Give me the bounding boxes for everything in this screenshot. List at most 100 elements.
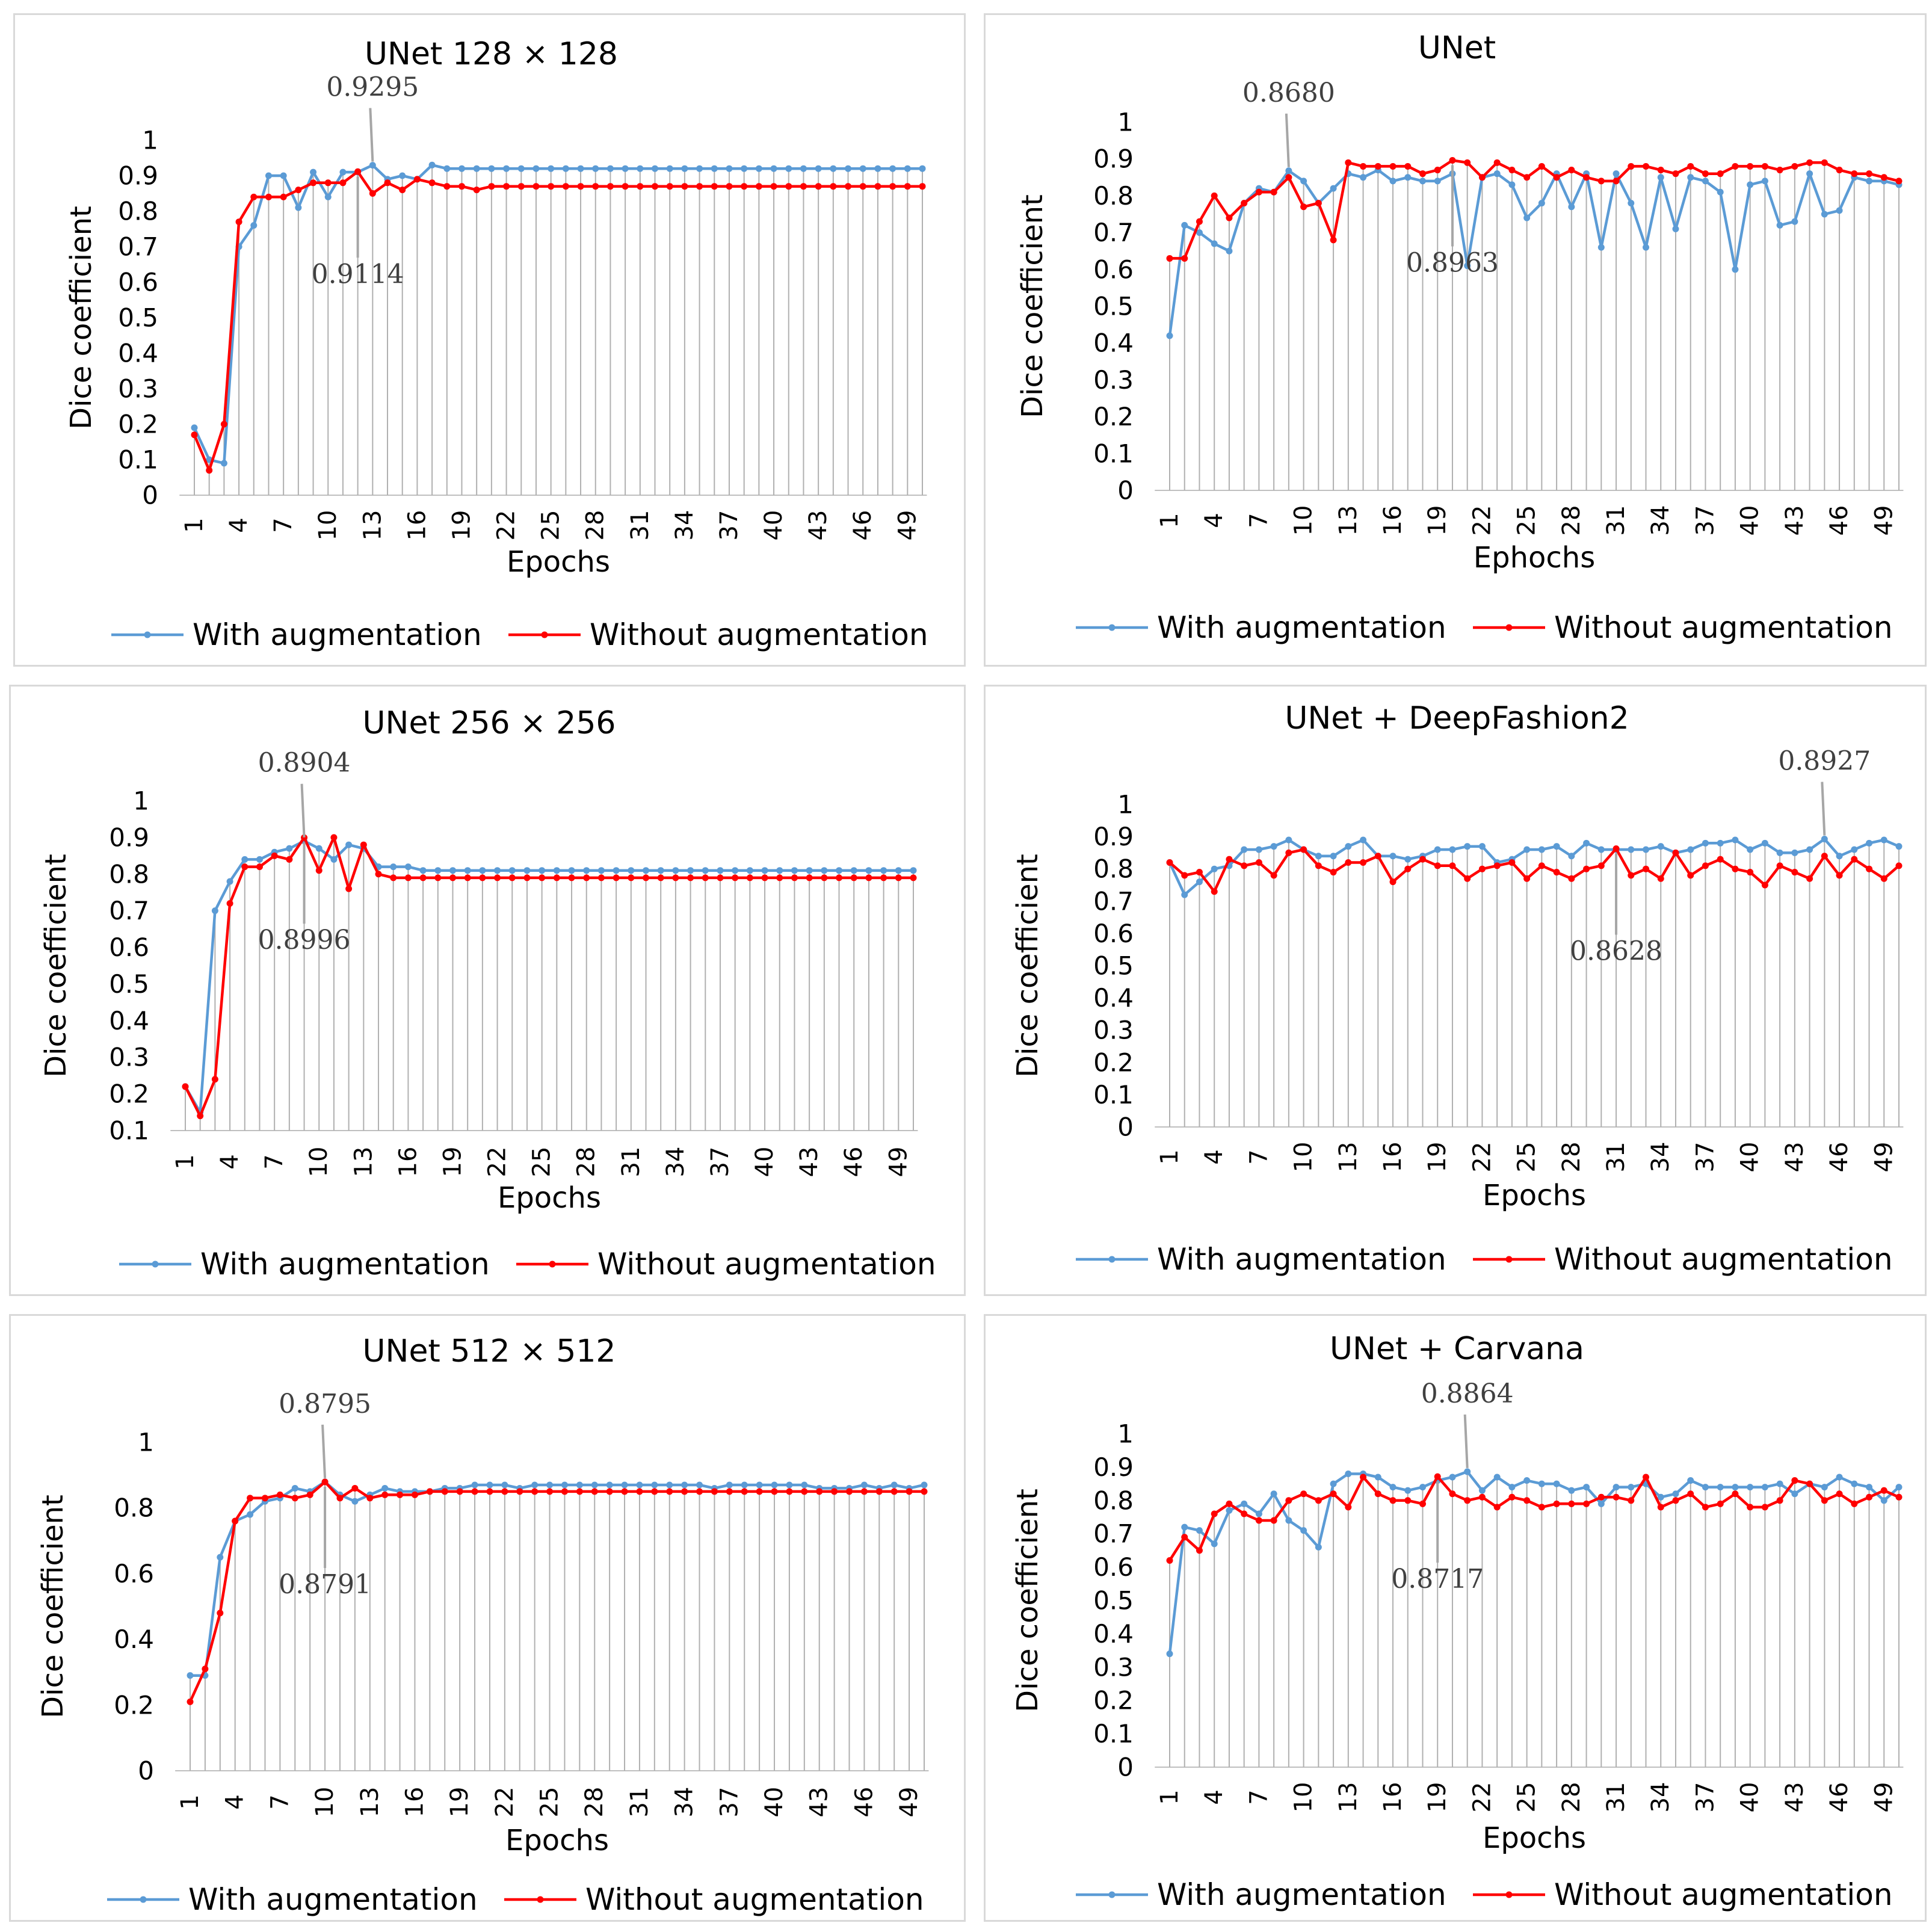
data-point [1360, 859, 1367, 866]
data-point [919, 165, 926, 172]
data-point [889, 183, 897, 190]
data-point [1181, 891, 1188, 898]
y-tick-label: 1 [133, 786, 149, 816]
data-point [910, 867, 917, 874]
data-point [568, 867, 575, 874]
data-point [681, 165, 688, 172]
data-point [546, 1488, 554, 1495]
y-tick-label: 0.2 [118, 410, 158, 439]
data-point [1166, 332, 1173, 339]
chart-panel-unet-256: UNet 256 × 256 0.1 0.2 0.3 0.4 0.5 0.6 0.7 0.8 0.… [9, 685, 966, 1296]
x-tick-label: 43 [1781, 505, 1809, 536]
legend-label-with-augmentation: With augmentation [1157, 1242, 1446, 1277]
data-point [1732, 836, 1739, 844]
y-axis-label: Dice coefficient [1011, 1489, 1045, 1712]
data-point [261, 1495, 268, 1502]
chart-panel-unet-512: UNet 512 × 512 0 0.2 0.4 0.6 0.8 1 Dice coeffic… [9, 1314, 966, 1922]
y-tick-label: 0 [142, 481, 158, 510]
y-tick-label: 0.8 [114, 1493, 154, 1523]
data-point [1241, 1500, 1248, 1507]
data-point [1761, 162, 1768, 170]
data-point [1404, 856, 1412, 863]
data-point [1732, 162, 1739, 170]
data-point [1315, 862, 1322, 869]
data-point [717, 874, 724, 881]
data-point [1166, 1650, 1173, 1658]
data-point [1300, 846, 1307, 853]
data-point [921, 1488, 928, 1495]
data-point [657, 867, 664, 874]
data-point [1553, 869, 1560, 876]
data-point [606, 183, 614, 190]
data-point [836, 874, 843, 881]
data-point [1241, 862, 1248, 869]
data-point [1226, 1507, 1233, 1514]
x-tick-label: 46 [849, 510, 877, 541]
data-point [1687, 1490, 1694, 1498]
data-point [1374, 1474, 1381, 1481]
callout-label: 0.8717 [1391, 1564, 1484, 1594]
x-tick-label: 7 [270, 517, 297, 532]
data-point [919, 183, 926, 190]
data-point [815, 165, 822, 172]
data-point [1895, 177, 1903, 185]
data-point [366, 1495, 374, 1502]
data-point [1583, 839, 1590, 847]
x-tick-label: 40 [1736, 505, 1764, 536]
chart-title: UNet 128 × 128 [365, 36, 618, 72]
data-point [235, 218, 242, 226]
y-tick-label: 0.6 [1093, 255, 1134, 284]
data-point [906, 1488, 913, 1495]
x-tick-label: 13 [1335, 1782, 1362, 1813]
y-tick-label: 0.8 [118, 197, 158, 226]
chart-title: UNet + DeepFashion2 [1285, 700, 1629, 736]
callout-label: 0.8864 [1421, 1378, 1514, 1409]
data-point [381, 1491, 389, 1498]
data-point [859, 183, 866, 190]
data-point [613, 874, 620, 881]
data-point [1419, 1484, 1426, 1491]
data-point [1434, 177, 1441, 185]
data-point [265, 172, 272, 179]
data-point [746, 874, 753, 881]
data-point [428, 179, 436, 187]
data-point [910, 874, 917, 881]
x-tick-label: 4 [216, 1154, 244, 1169]
data-point [1345, 1470, 1352, 1477]
y-tick-label: 0.7 [109, 896, 149, 925]
x-tick-label: 10 [1290, 1142, 1318, 1173]
data-point [895, 867, 902, 874]
data-point [306, 1491, 313, 1498]
callout-label: 0.9114 [312, 259, 404, 289]
data-point [256, 863, 263, 871]
x-tick-label: 22 [484, 1147, 511, 1177]
data-point [1181, 1534, 1188, 1541]
data-point [1553, 174, 1560, 181]
data-point [770, 165, 777, 172]
x-tick-label: 31 [1602, 505, 1630, 536]
data-point [310, 179, 317, 187]
data-point [816, 1488, 823, 1495]
x-tick-label: 31 [1602, 1782, 1630, 1813]
y-tick-label: 0.8 [1093, 854, 1134, 884]
data-point [1523, 1477, 1531, 1484]
data-point [583, 874, 590, 881]
data-point [1821, 836, 1828, 843]
data-point [875, 1488, 883, 1495]
data-point [830, 165, 837, 172]
x-tick-label: 16 [1379, 505, 1407, 536]
data-point [1360, 174, 1367, 181]
y-tick-label: 1 [1117, 1419, 1134, 1449]
x-tick-label: 22 [1468, 505, 1496, 536]
y-tick-label: 0.1 [1093, 1080, 1134, 1110]
data-point [1568, 167, 1575, 174]
data-point [831, 1488, 838, 1495]
data-point [859, 165, 866, 172]
data-point [458, 183, 465, 190]
data-point [1657, 167, 1664, 174]
x-tick-label: 25 [528, 1147, 556, 1177]
data-point [1166, 255, 1173, 262]
y-axis-label: Dice coefficient [39, 854, 73, 1078]
data-point [800, 183, 807, 190]
data-point [1568, 1500, 1575, 1507]
